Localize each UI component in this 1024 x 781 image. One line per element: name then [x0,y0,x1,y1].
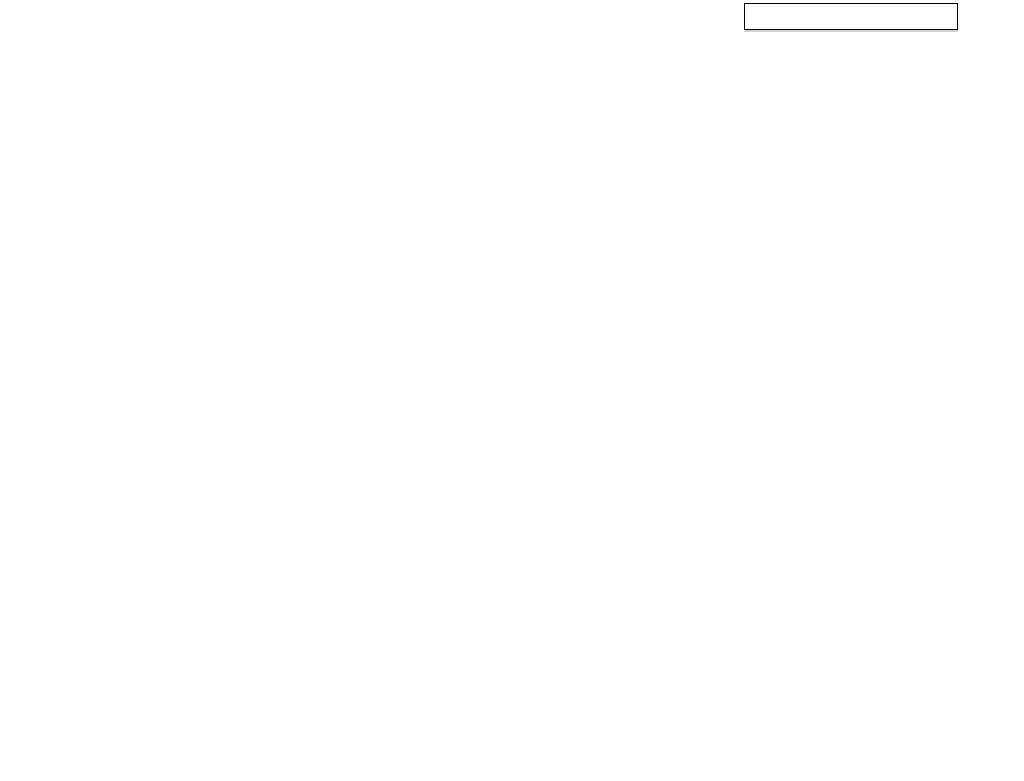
pump-model-title [744,3,958,30]
